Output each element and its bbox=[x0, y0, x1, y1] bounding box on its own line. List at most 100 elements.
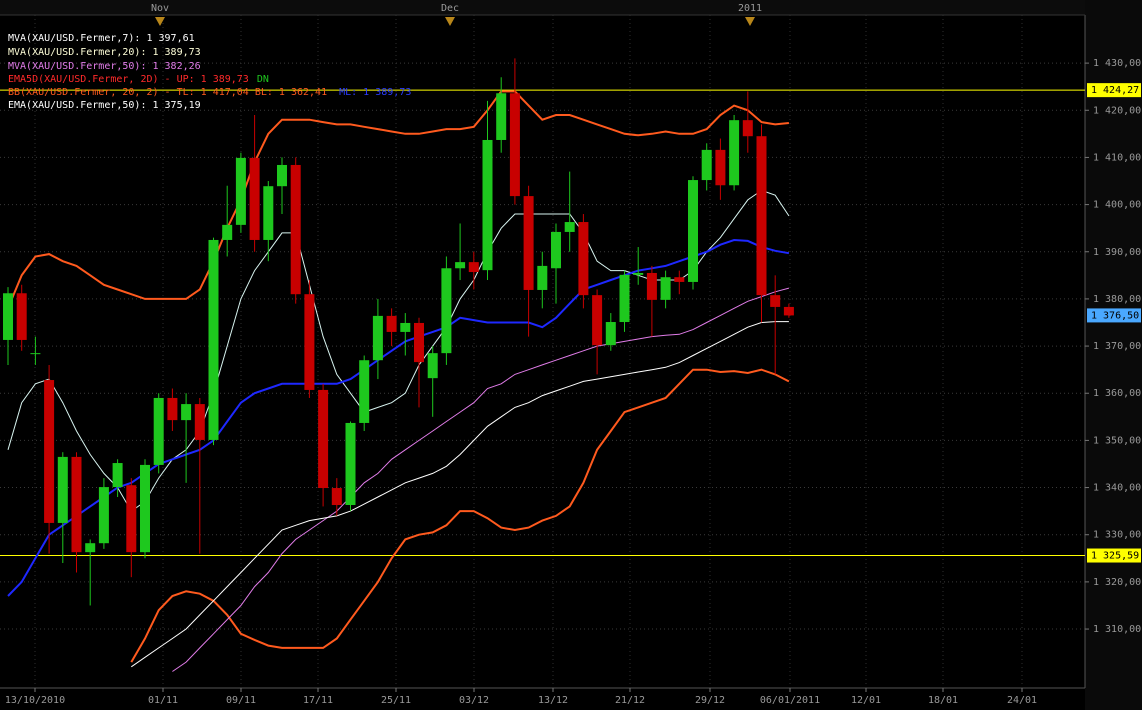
candle-body bbox=[509, 93, 520, 197]
candle-body bbox=[578, 222, 589, 296]
x-tick-label: 25/11 bbox=[381, 695, 411, 706]
candle-body bbox=[30, 353, 41, 355]
candle-body bbox=[729, 120, 740, 186]
x-tick-label: 06/01/2011 bbox=[760, 695, 820, 706]
y-tick-label: 1 370,00 bbox=[1093, 341, 1141, 352]
top-label: Dec bbox=[441, 3, 459, 14]
top-marker bbox=[445, 17, 455, 26]
candle-body bbox=[455, 262, 466, 269]
top-label: 2011 bbox=[738, 3, 762, 14]
candle-body bbox=[605, 322, 616, 346]
candle-body bbox=[263, 186, 274, 240]
candle-body bbox=[551, 231, 561, 269]
candle-body bbox=[277, 164, 287, 187]
x-tick-label: 01/11 bbox=[148, 695, 178, 706]
price-tag-label: 1 424,27 bbox=[1091, 85, 1139, 96]
candle-body bbox=[674, 277, 685, 282]
x-tick-label: 21/12 bbox=[615, 695, 645, 706]
top-label: Nov bbox=[151, 3, 169, 14]
bollinger-upper bbox=[7, 90, 790, 309]
y-tick-label: 1 430,00 bbox=[1093, 58, 1141, 69]
legend-entry: EMA5D(XAU/USD.Fermer, 2D) - UP: 1 389,73 bbox=[8, 74, 249, 85]
legend-entry: EMA(XAU/USD.Fermer,50): 1 375,19 bbox=[8, 100, 201, 111]
x-tick-label: 13/10/2010 bbox=[5, 695, 65, 706]
candle-body bbox=[414, 322, 424, 363]
x-tick-label: 18/01 bbox=[928, 695, 958, 706]
candle-body bbox=[715, 149, 726, 186]
top-marker bbox=[155, 17, 165, 26]
x-tick-label: 17/11 bbox=[303, 695, 333, 706]
price-tag bbox=[1087, 548, 1141, 563]
candle-body bbox=[359, 360, 370, 423]
candle-body bbox=[3, 293, 13, 340]
candle-body bbox=[468, 262, 479, 273]
y-tick-label: 1 360,00 bbox=[1093, 388, 1141, 399]
legend-entry: BB(XAU/USD.Fermer, 20, 2) - TL: 1 417,04… bbox=[8, 87, 327, 98]
candle-body bbox=[112, 463, 123, 488]
candle-body bbox=[701, 149, 712, 181]
candle-body bbox=[770, 295, 781, 307]
candle-body bbox=[126, 485, 137, 553]
candle-body bbox=[16, 293, 27, 340]
candle-body bbox=[208, 239, 219, 440]
candle-body bbox=[44, 380, 55, 523]
candle-body bbox=[400, 322, 411, 332]
candle-body bbox=[688, 180, 698, 282]
legend-entry: MVA(XAU/USD.Fermer,7): 1 397,61 bbox=[8, 33, 195, 44]
y-tick-label: 1 380,00 bbox=[1093, 294, 1141, 305]
x-tick-label: 29/12 bbox=[695, 695, 725, 706]
candle-body bbox=[194, 404, 205, 440]
candle-body bbox=[646, 272, 657, 300]
candle-body bbox=[523, 196, 534, 290]
candle-body bbox=[482, 139, 493, 271]
last-price-label: 1 376,50 bbox=[1091, 310, 1139, 321]
candle-body bbox=[427, 353, 438, 379]
candle-body bbox=[783, 306, 794, 316]
candle-body bbox=[592, 295, 603, 346]
y-tick-label: 1 350,00 bbox=[1093, 435, 1141, 446]
indicator-line bbox=[7, 189, 790, 512]
candle-body bbox=[345, 422, 356, 506]
candle-body bbox=[331, 488, 342, 506]
candle-body bbox=[633, 272, 644, 275]
candle-body bbox=[181, 404, 192, 421]
legend-entry: MVA(XAU/USD.Fermer,50): 1 382,26 bbox=[8, 61, 201, 72]
y-tick-label: 1 410,00 bbox=[1093, 152, 1141, 163]
candle-body bbox=[318, 389, 329, 489]
y-tick-label: 1 340,00 bbox=[1093, 483, 1141, 494]
legend-entry: ML: 1 389,73 bbox=[339, 87, 411, 98]
candle-body bbox=[57, 456, 68, 523]
top-marker bbox=[745, 17, 755, 26]
candle-body bbox=[222, 224, 233, 240]
candle-body bbox=[496, 93, 507, 140]
y-tick-label: 1 420,00 bbox=[1093, 105, 1141, 116]
y-tick-label: 1 390,00 bbox=[1093, 247, 1141, 258]
candle-body bbox=[167, 397, 178, 421]
candle-body bbox=[71, 456, 82, 553]
indicator-line bbox=[172, 287, 790, 672]
candle-body bbox=[537, 265, 548, 290]
top-scale bbox=[0, 0, 1142, 15]
candle-body bbox=[235, 157, 246, 225]
x-tick-label: 09/11 bbox=[226, 695, 256, 706]
price-tag bbox=[1087, 83, 1141, 98]
candle-body bbox=[564, 222, 575, 232]
x-tick-label: 24/01 bbox=[1007, 695, 1037, 706]
y-tick-label: 1 330,00 bbox=[1093, 530, 1141, 541]
candle-body bbox=[441, 268, 452, 354]
y-tick-label: 1 400,00 bbox=[1093, 200, 1141, 211]
bollinger-lower bbox=[130, 368, 790, 663]
candle-body bbox=[249, 157, 260, 240]
price-scale bbox=[1085, 0, 1142, 710]
x-tick-label: 03/12 bbox=[459, 695, 489, 706]
last-price-tag bbox=[1087, 308, 1141, 323]
y-tick-label: 1 310,00 bbox=[1093, 624, 1141, 635]
x-tick-label: 12/01 bbox=[851, 695, 881, 706]
legend-entry: DN bbox=[257, 74, 269, 85]
candle-body bbox=[372, 315, 383, 361]
candle-body bbox=[290, 164, 301, 295]
indicator-line bbox=[131, 321, 789, 668]
candle-body bbox=[85, 543, 96, 553]
candle-body bbox=[660, 277, 671, 300]
